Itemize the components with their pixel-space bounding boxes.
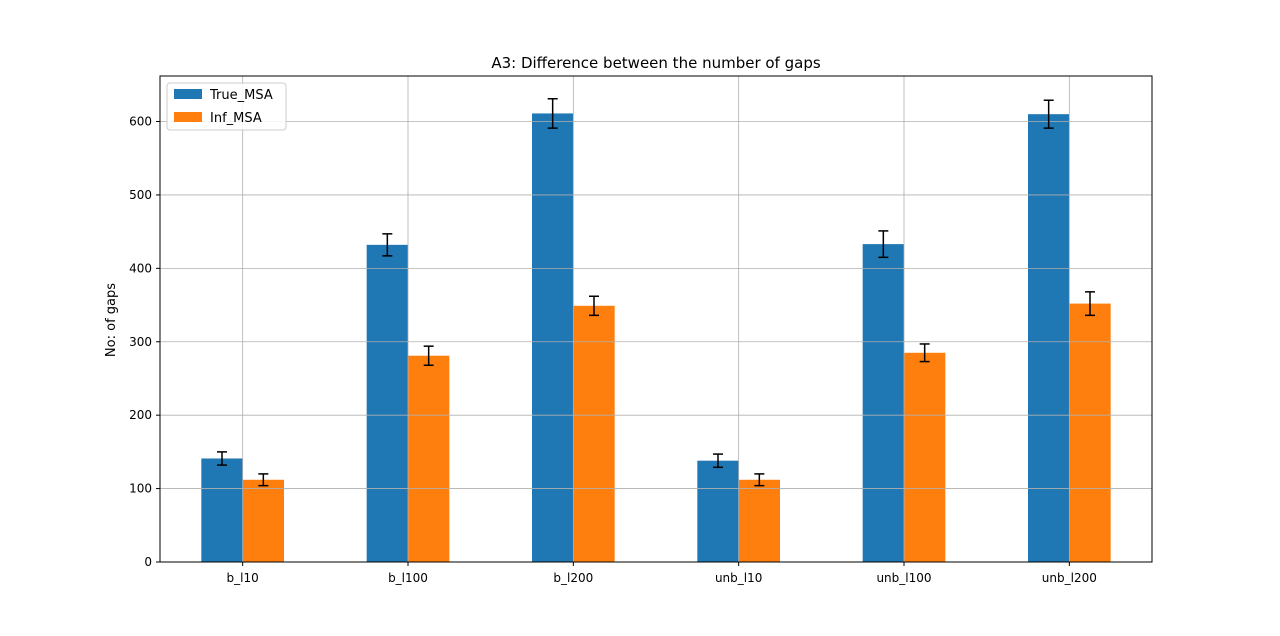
x-tick-label: unb_l10 [715, 571, 762, 585]
y-tick-label: 0 [144, 555, 152, 569]
legend: True_MSA Inf_MSA [166, 82, 287, 131]
bar-Inf_MSA-unb_l10 [738, 479, 780, 562]
bar-Inf_MSA-unb_l200 [1069, 303, 1111, 562]
x-tick-label: b_l200 [553, 571, 593, 585]
bar-True_MSA-b_l200 [532, 113, 574, 562]
bar-True_MSA-unb_l10 [697, 460, 739, 562]
y-tick-label: 500 [129, 188, 152, 202]
bar-Inf_MSA-b_l200 [573, 305, 615, 562]
legend-label-Inf_MSA: Inf_MSA [210, 111, 262, 126]
bar-True_MSA-unb_l200 [1028, 114, 1070, 562]
y-tick-label: 200 [129, 408, 152, 422]
x-axis: b_l10 b_l100 b_l200 unb_l10 unb_l100 unb_l200 [227, 562, 1097, 585]
y-tick-label: 400 [129, 261, 152, 275]
bar-True_MSA-b_l100 [366, 244, 408, 562]
bar-Inf_MSA-b_l10 [242, 479, 284, 562]
bar-True_MSA-b_l10 [201, 458, 243, 562]
x-tick-label: unb_l200 [1042, 571, 1097, 585]
x-tick-label: b_l10 [227, 571, 259, 585]
y-tick-label: 600 [129, 115, 152, 129]
plot-frame [159, 75, 1153, 563]
x-tick-label: unb_l100 [876, 571, 931, 585]
y-axis-label: No: of gaps [104, 283, 119, 357]
grid-lines [160, 76, 1152, 563]
bars-group [201, 113, 1111, 562]
y-tick-label: 100 [129, 482, 152, 496]
x-tick-label: b_l100 [388, 571, 428, 585]
legend-label-True_MSA: True_MSA [209, 88, 273, 103]
bar-Inf_MSA-unb_l100 [904, 352, 946, 562]
y-tick-label: 300 [129, 335, 152, 349]
chart-title: A3: Difference between the number of gap… [491, 54, 821, 72]
bar-True_MSA-unb_l100 [862, 244, 904, 562]
y-axis: 0 100 200 300 400 500 600 [129, 115, 160, 569]
bar-Inf_MSA-b_l100 [408, 355, 450, 562]
error-bars [217, 98, 1095, 487]
legend-swatch-Inf_MSA [174, 112, 202, 122]
legend-swatch-True_MSA [174, 89, 202, 99]
